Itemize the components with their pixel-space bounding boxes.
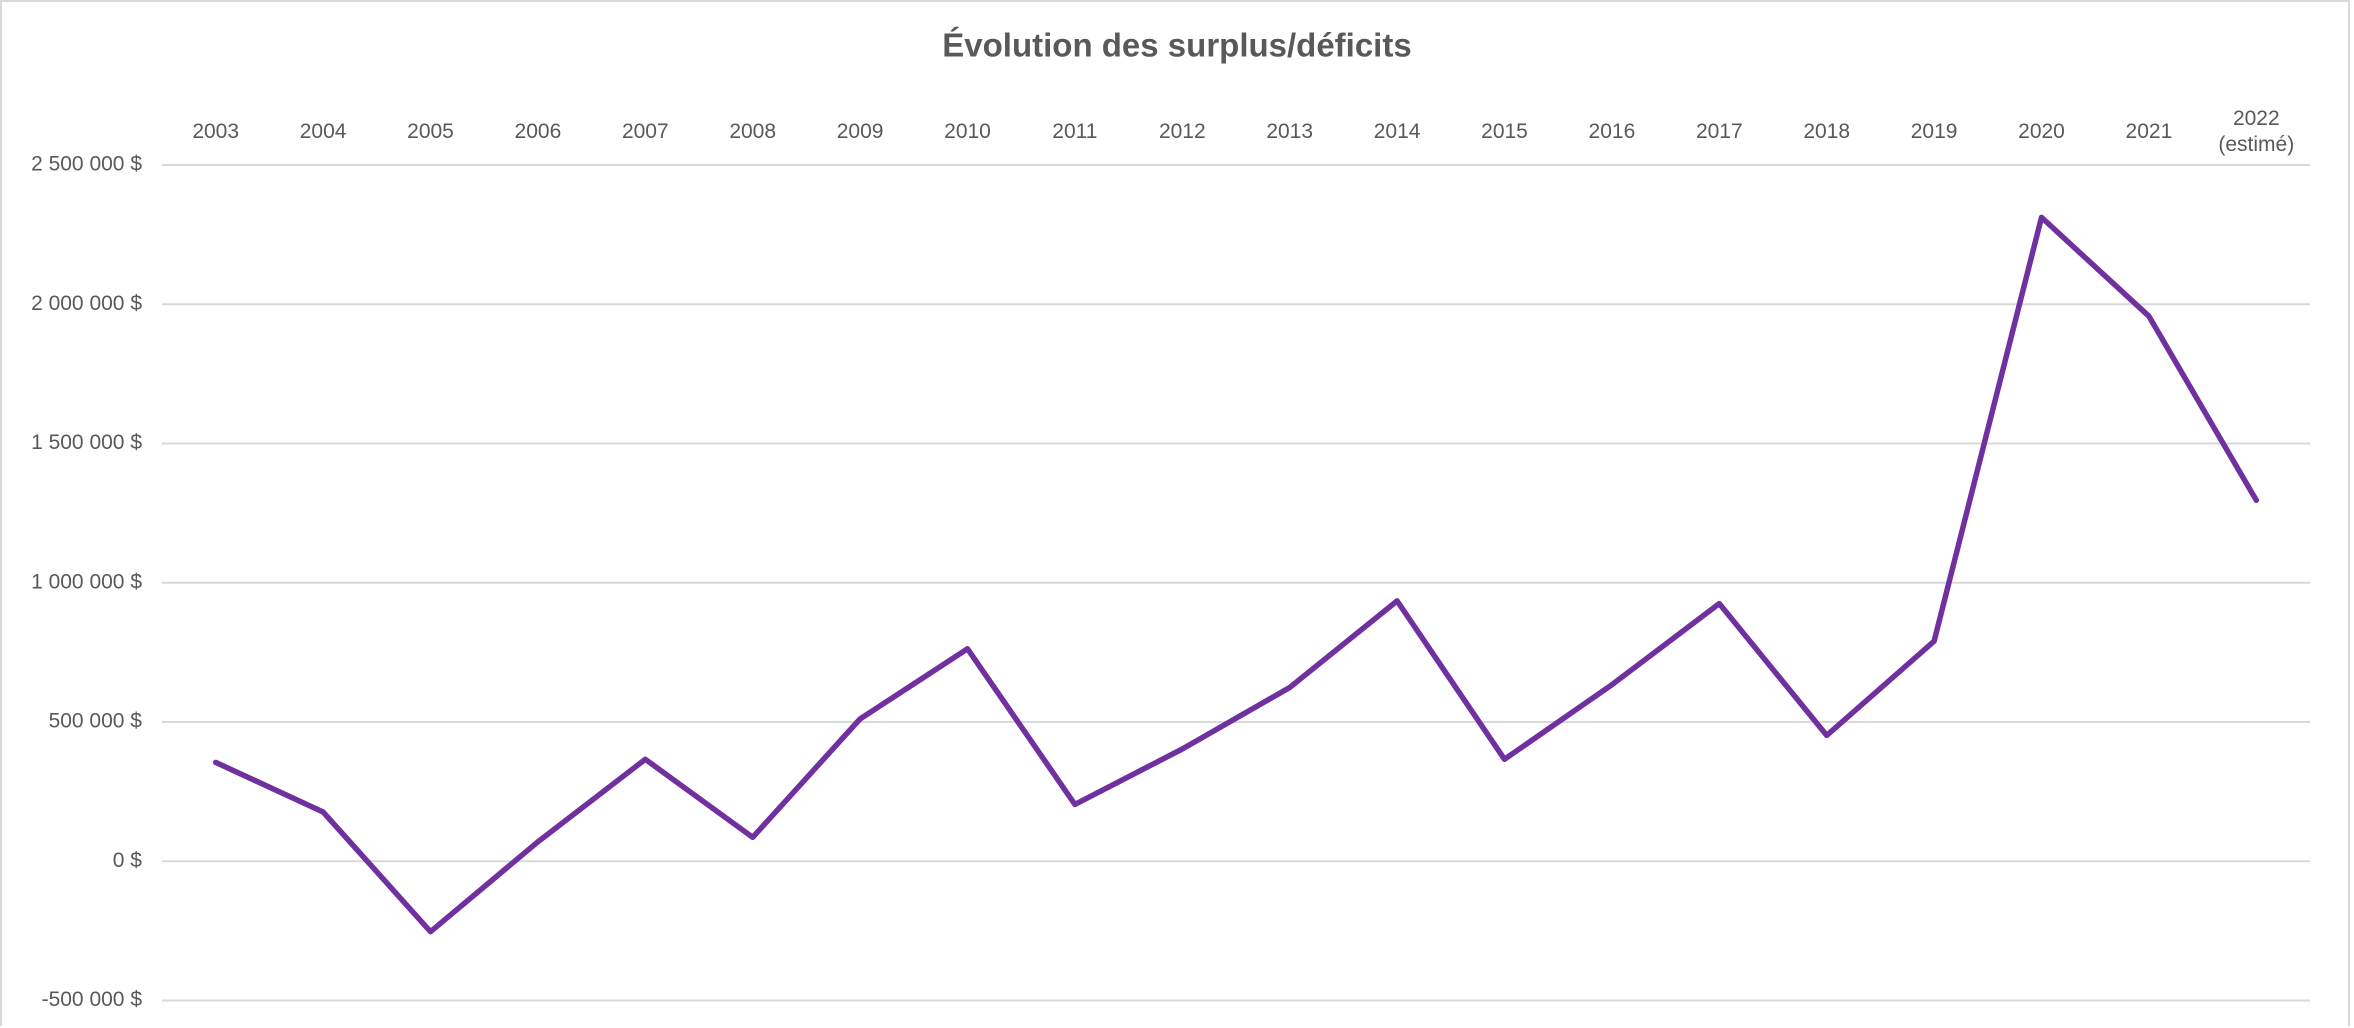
data-line (212, 214, 2260, 935)
x-tick-label: 2005 (407, 120, 454, 143)
y-tick-label: 500 000 $ (49, 710, 143, 733)
y-tick-label: -500 000 $ (42, 988, 143, 1011)
x-tick-label: 2011 (1052, 120, 1098, 143)
x-tick-label: 2008 (729, 120, 777, 143)
grid (162, 164, 2310, 1002)
y-tick-label: 0 $ (113, 849, 143, 872)
x-tick-label: 2017 (1695, 120, 1743, 143)
x-tick-label: 2019 (1910, 120, 1958, 143)
x-tick-label: 2009 (836, 120, 884, 143)
x-tick-label: 2014 (1373, 120, 1421, 143)
chart-title: Évolution des surplus/déficits (942, 27, 1411, 64)
y-tick-label: 1 000 000 $ (31, 570, 142, 593)
y-tick-label: 2 500 000 $ (31, 153, 142, 176)
x-tick-label: 2006 (514, 120, 562, 143)
y-tick-label: 1 500 000 $ (31, 431, 142, 454)
x-tick-label: 2013 (1266, 120, 1314, 143)
x-tick-label: 2007 (621, 120, 669, 143)
x-tick-label: 2016 (1588, 120, 1636, 143)
x-tick-label: 2022 (estimé) (2218, 107, 2295, 156)
x-tick-label: 2020 (2018, 120, 2065, 143)
x-tick-label: 2004 (299, 120, 347, 143)
x-tick-label: 2021 (2125, 120, 2173, 143)
y-tick-label: 2 000 000 $ (31, 292, 142, 315)
x-tick-label: 2010 (944, 120, 991, 143)
x-tick-label: 2018 (1803, 120, 1851, 143)
x-tick-label: 2015 (1481, 120, 1528, 143)
x-tick-label: 2003 (192, 120, 240, 143)
x-tick-label: 2012 (1158, 120, 1206, 143)
